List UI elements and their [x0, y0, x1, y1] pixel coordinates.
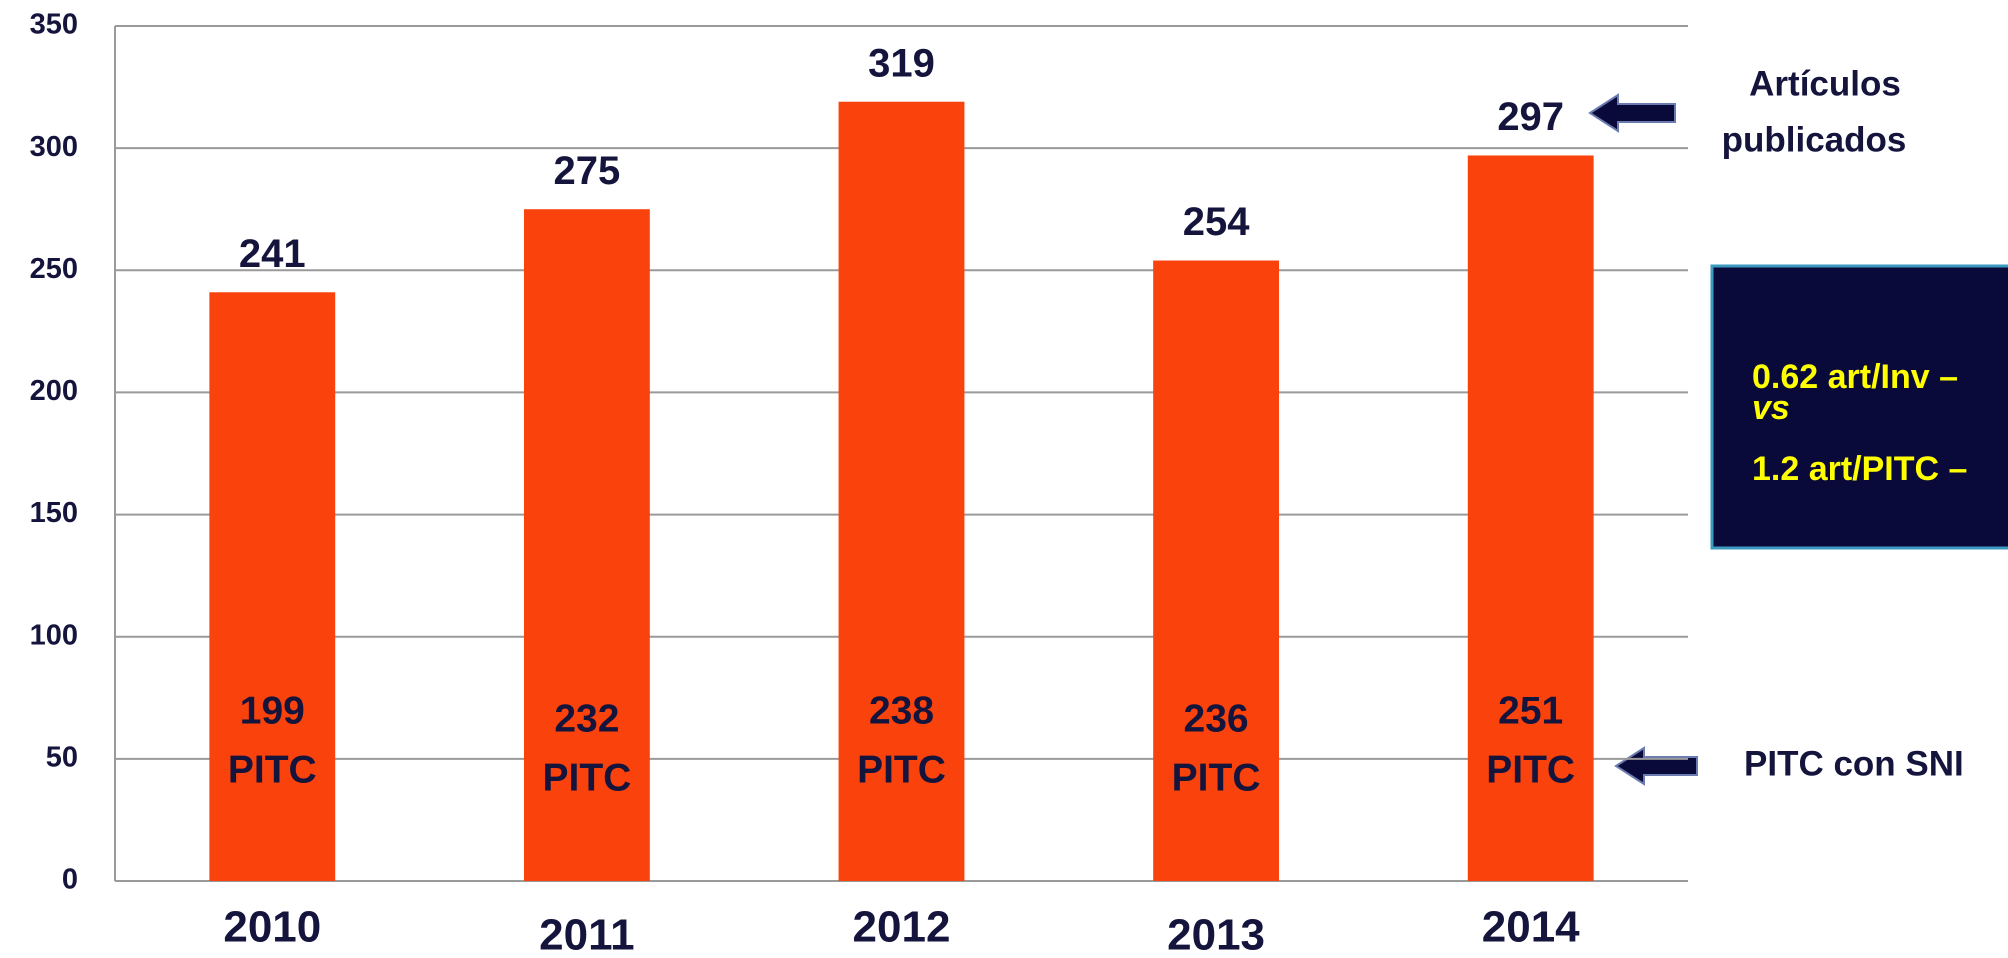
box-text: 0.62 art/Inv –: [1752, 358, 1958, 396]
value-label: 241: [239, 232, 306, 276]
x-tick-label: 2014: [1482, 903, 1580, 952]
bar: [1467, 155, 1594, 881]
pitc-count: 238: [869, 689, 934, 732]
y-tick-label: 0: [62, 864, 78, 896]
bar: [1153, 260, 1280, 881]
pitc-count: 232: [554, 697, 619, 740]
pitc-count: 236: [1184, 697, 1249, 740]
x-tick-label: 2013: [1167, 911, 1265, 958]
box-text: vs: [1752, 389, 1790, 427]
pitc-label: PITC: [228, 748, 317, 791]
pitc-label: PITC: [1486, 748, 1575, 791]
bar: [209, 292, 336, 881]
y-tick-label: 300: [30, 131, 78, 163]
bar: [838, 101, 965, 881]
y-tick-label: 200: [30, 375, 78, 407]
x-tick-label: 2010: [223, 903, 321, 952]
arrow: [1614, 746, 1698, 786]
pitc-count: 199: [240, 689, 305, 732]
y-tick-label: 350: [30, 9, 78, 41]
annotation: Artículos: [1749, 64, 1901, 103]
x-tick-label: 2011: [539, 911, 634, 958]
pitc-label: PITC: [1172, 756, 1261, 799]
annotation: PITC con SNI: [1744, 744, 1964, 783]
value-label: 297: [1497, 95, 1564, 139]
x-tick-label: 2012: [853, 903, 951, 952]
pitc-count: 251: [1498, 689, 1563, 732]
y-tick-label: 100: [30, 619, 78, 651]
y-tick-label: 50: [46, 742, 78, 774]
annotation: publicados: [1722, 120, 1907, 159]
pitc-label: PITC: [857, 748, 946, 791]
pitc-label: PITC: [542, 756, 631, 799]
arrow: [1588, 93, 1676, 133]
value-label: 254: [1183, 200, 1250, 244]
box-text: 1.2 art/PITC –: [1752, 450, 1967, 488]
info-box: [1710, 264, 2008, 550]
value-label: 275: [554, 149, 621, 193]
bar: [523, 209, 650, 881]
value-label: 319: [868, 41, 935, 85]
y-tick-label: 250: [30, 253, 78, 285]
y-tick-label: 150: [30, 497, 78, 529]
